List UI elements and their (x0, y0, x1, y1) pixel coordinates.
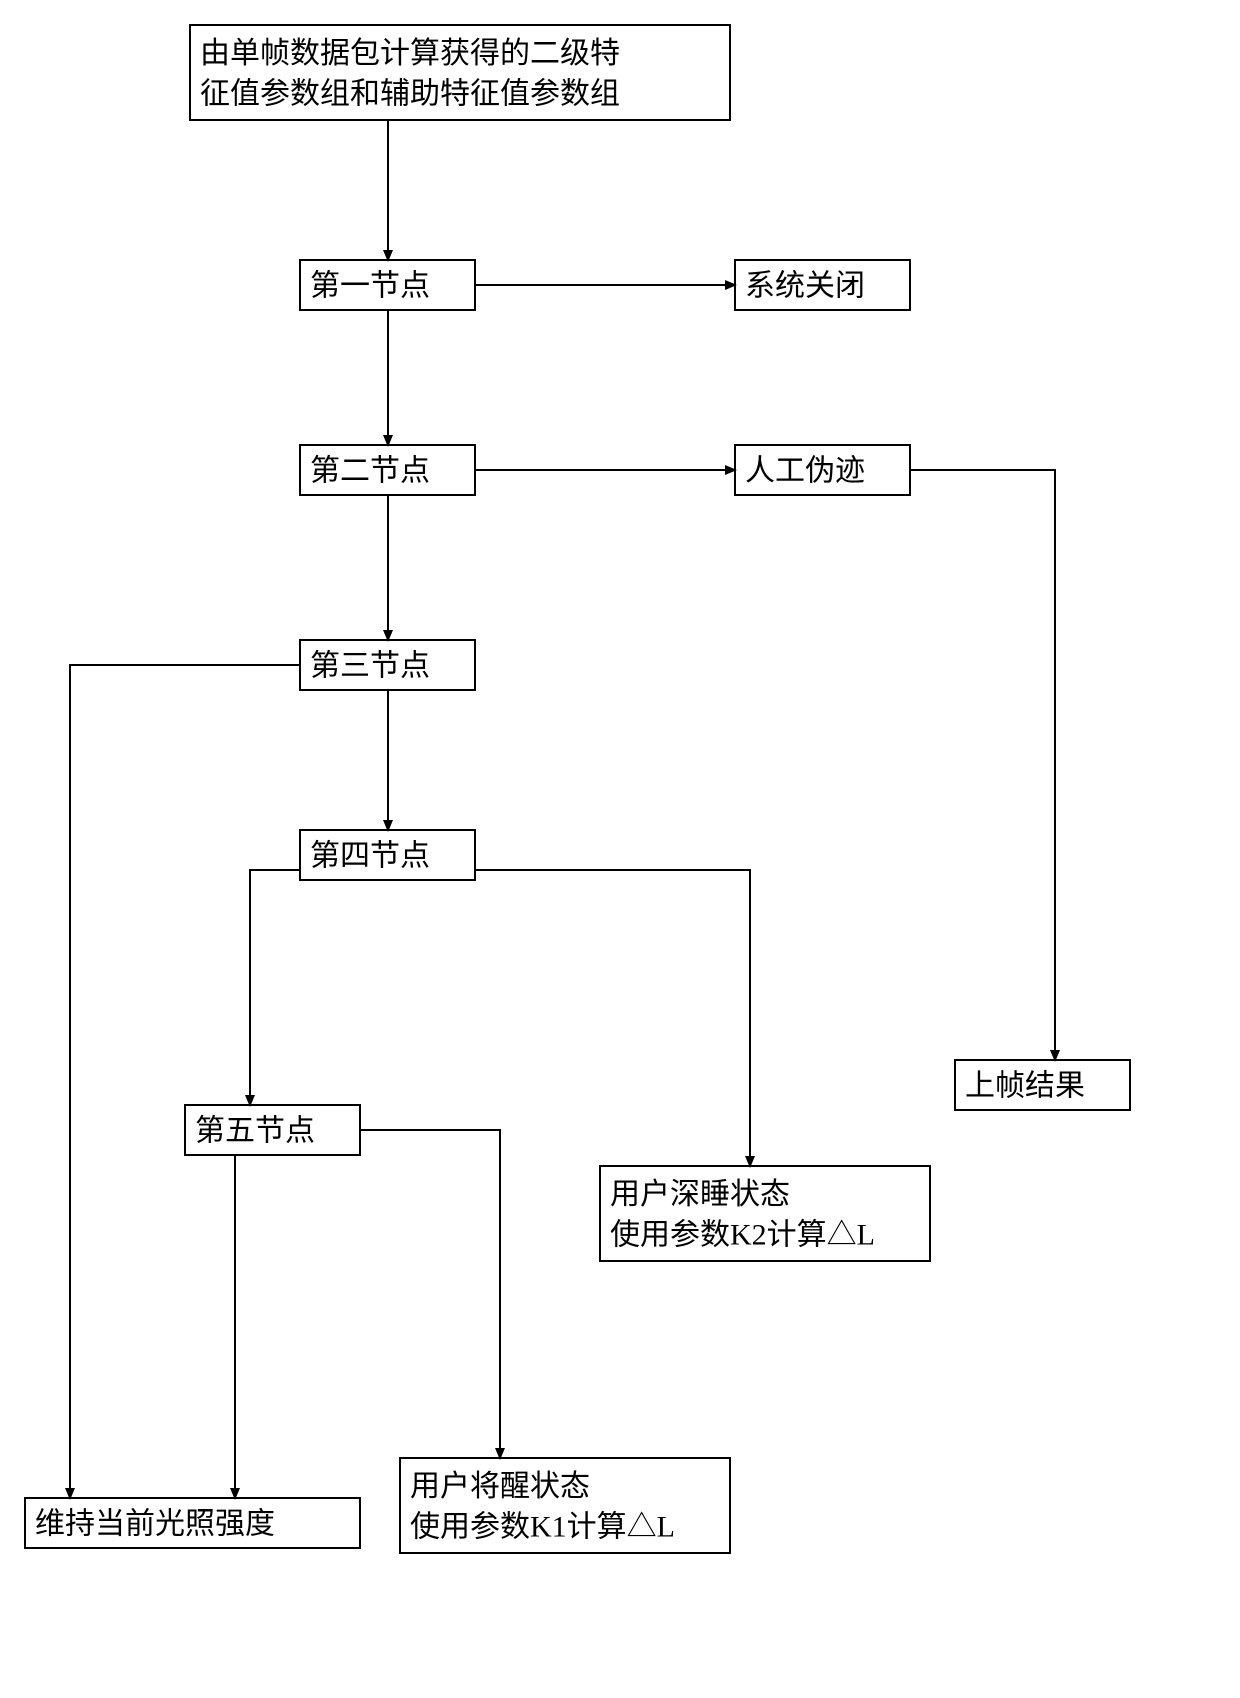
node-label: 用户将醒状态 (410, 1470, 590, 1503)
flow-node-wakeup: 用户将醒状态使用参数K1计算△L (400, 1458, 730, 1553)
flow-node-prevframe: 上帧结果 (955, 1060, 1130, 1110)
flow-node-shutdown: 系统关闭 (735, 260, 910, 310)
flow-node-node4: 第四节点 (300, 830, 475, 880)
flow-node-artifact: 人工伪迹 (735, 445, 910, 495)
flow-edge-9 (360, 1130, 500, 1458)
node-label: 维持当前光照强度 (35, 1508, 275, 1541)
node-label: 系统关闭 (745, 270, 865, 303)
node-label: 第一节点 (310, 270, 430, 303)
flow-node-node5: 第五节点 (185, 1105, 360, 1155)
node-label: 用户深睡状态 (610, 1178, 790, 1211)
flow-node-start: 由单帧数据包计算获得的二级特征值参数组和辅助特征值参数组 (190, 25, 730, 120)
flow-node-node3: 第三节点 (300, 640, 475, 690)
node-label: 第二节点 (310, 455, 430, 488)
flow-edge-6 (70, 665, 300, 1498)
node-label: 第四节点 (310, 840, 430, 873)
node-label: 征值参数组和辅助特征值参数组 (200, 77, 620, 110)
node-label: 上帧结果 (965, 1070, 1085, 1103)
flow-edge-7 (250, 870, 300, 1105)
flow-node-node2: 第二节点 (300, 445, 475, 495)
node-label: 由单帧数据包计算获得的二级特 (200, 37, 620, 70)
flow-node-node1: 第一节点 (300, 260, 475, 310)
flow-node-deepsleep: 用户深睡状态使用参数K2计算△L (600, 1166, 930, 1261)
node-label: 使用参数K1计算△L (410, 1510, 675, 1543)
flow-edge-11 (910, 470, 1055, 1060)
flow-node-maintain: 维持当前光照强度 (25, 1498, 360, 1548)
flow-edge-10 (475, 870, 750, 1166)
node-label: 人工伪迹 (745, 455, 865, 488)
flowchart-diagram: 由单帧数据包计算获得的二级特征值参数组和辅助特征值参数组第一节点 系统关闭第二节点… (0, 0, 1240, 1698)
node-label: 第五节点 (195, 1115, 315, 1148)
node-label: 第三节点 (310, 650, 430, 683)
node-label: 使用参数K2计算△L (610, 1218, 875, 1251)
